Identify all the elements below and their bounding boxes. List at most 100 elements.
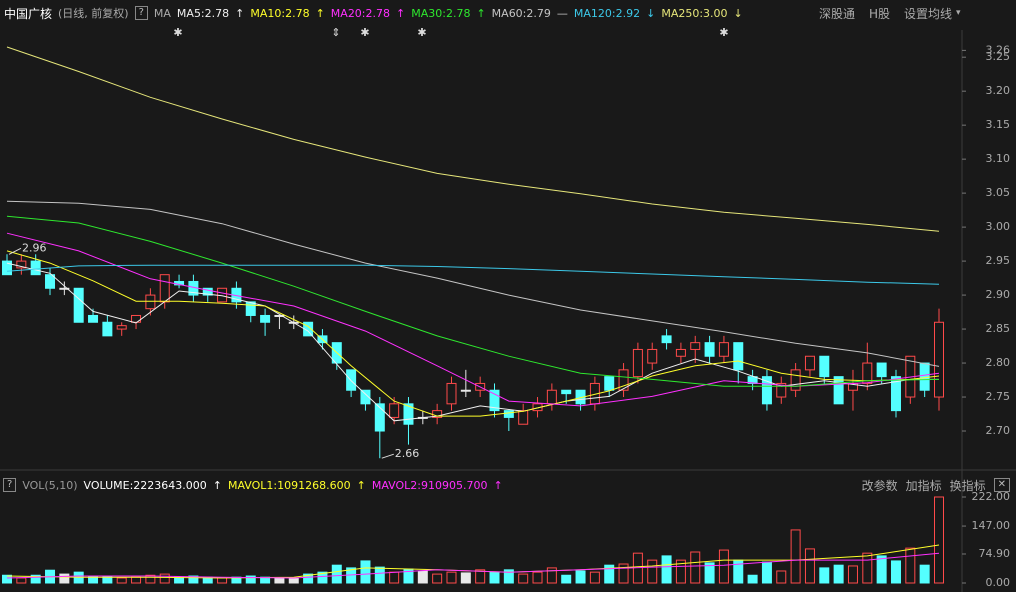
candle-body xyxy=(403,403,414,425)
menu-arrow[interactable]: ▾ xyxy=(956,8,961,18)
ma-line xyxy=(6,250,940,417)
candle-body xyxy=(503,410,514,418)
volume-bar xyxy=(274,577,285,584)
candle-body xyxy=(145,294,156,310)
legend-entry: MAVOL1:1091268.600 xyxy=(228,478,351,492)
volume-bar xyxy=(790,529,801,584)
volume-bar xyxy=(518,573,529,584)
volume-bar xyxy=(589,571,600,584)
volume-bar xyxy=(159,573,170,584)
event-marker[interactable]: ✱ xyxy=(719,26,728,39)
candle-body xyxy=(116,325,127,330)
candle-body xyxy=(245,301,256,316)
stock-name: 中国广核 xyxy=(4,6,53,21)
toolbar-button[interactable]: H股 xyxy=(868,6,890,21)
legend-entry: MAVOL2:910905.700 xyxy=(371,478,488,492)
volume-bar xyxy=(690,551,701,584)
y-tick-label: 2.85 xyxy=(986,322,1011,335)
volume-bar xyxy=(374,566,385,584)
header: 中国广核 (日线, 前复权) ? MA MA5:2.78 ↑ MA10:2.78 ↑ M… xyxy=(4,3,743,23)
volume-bar xyxy=(747,574,758,584)
volume-bar xyxy=(890,560,901,584)
legend-trend: — xyxy=(556,6,568,20)
min-pointer xyxy=(381,453,394,459)
volume-bar xyxy=(303,573,314,584)
volume-toolbar: 改参数 加指标 换指标 ✕ xyxy=(862,475,1010,495)
volume-bar xyxy=(675,559,686,584)
ma-line xyxy=(6,232,940,407)
volume-trend: ↑ xyxy=(212,478,222,492)
close-button[interactable]: ✕ xyxy=(993,478,1010,492)
candle-body xyxy=(518,410,529,425)
min-label: 2.66 xyxy=(395,447,420,460)
candle-body xyxy=(446,382,457,405)
candle-body xyxy=(260,314,271,323)
y-tick-label: 3.26 xyxy=(986,43,1011,56)
candle-body xyxy=(833,376,844,405)
volume-title: VOL(5,10) xyxy=(22,478,78,492)
candle-body xyxy=(661,335,672,344)
y-tick-label: 2.80 xyxy=(986,356,1011,369)
toolbar-button[interactable]: 换指标 xyxy=(949,478,986,493)
candle-body xyxy=(675,348,686,357)
candle-body xyxy=(2,260,12,276)
volume-bar xyxy=(145,574,156,584)
candle-body xyxy=(819,355,830,378)
volume-bar xyxy=(2,574,12,584)
volume-bar xyxy=(131,576,142,584)
toolbar-button[interactable]: 改参数 xyxy=(861,478,898,493)
candle-body xyxy=(88,314,99,323)
period: (日线, 前复权) xyxy=(58,7,129,20)
legend-entry: MA5:2.78 xyxy=(176,6,230,20)
toolbar-button[interactable]: 设置均线 xyxy=(903,6,952,21)
candle-body xyxy=(546,389,557,405)
volume-bar xyxy=(475,569,486,584)
event-marker[interactable]: ✱ xyxy=(173,26,182,39)
candle-body xyxy=(632,348,643,378)
y-tick-label: 74.90 xyxy=(979,547,1011,560)
legend-trend: ↑ xyxy=(356,478,366,492)
volume-bar xyxy=(776,570,787,584)
max-label: 2.96 xyxy=(22,241,47,254)
event-marker[interactable]: ⇕ xyxy=(331,26,340,39)
volume-bar xyxy=(317,571,328,584)
volume-bar xyxy=(360,560,371,584)
volume-bar xyxy=(188,575,199,584)
volume-bar xyxy=(245,575,256,584)
candle-body xyxy=(274,314,285,317)
candle-body xyxy=(761,376,772,405)
toolbar-button[interactable]: 加指标 xyxy=(905,478,942,493)
volume-bar xyxy=(561,574,572,584)
volume-bar xyxy=(217,577,228,584)
y-tick-label: 222.00 xyxy=(972,490,1011,503)
candle-body xyxy=(890,376,901,412)
volume-bar xyxy=(546,567,557,584)
legend-entry: MA250:3.00 xyxy=(661,6,728,20)
volume-bar xyxy=(575,570,586,584)
y-tick-label: 0.00 xyxy=(986,576,1011,589)
legend-entry: MA30:2.78 xyxy=(411,6,471,20)
candle-body xyxy=(389,403,400,418)
candle-body xyxy=(618,369,629,391)
volume-bar xyxy=(934,496,944,584)
candle-body xyxy=(647,348,658,364)
volume-bar xyxy=(919,564,930,584)
volume-bar xyxy=(804,548,815,584)
candle-body xyxy=(604,376,615,391)
ma-line xyxy=(6,215,940,387)
candle-body xyxy=(30,260,41,276)
event-marker[interactable]: ✱ xyxy=(360,26,369,39)
legend-entry: MA60:2.79 xyxy=(491,6,551,20)
y-tick-label: 2.90 xyxy=(986,288,1011,301)
legend-trend: ↑ xyxy=(315,6,325,20)
volume-bar xyxy=(30,574,41,584)
event-marker[interactable]: ✱ xyxy=(417,26,426,39)
help-button[interactable]: ? xyxy=(134,6,148,20)
volume-bar xyxy=(16,577,27,584)
legend-trend: ↑ xyxy=(476,6,486,20)
indicator-name: MA xyxy=(153,6,171,20)
toolbar-button[interactable]: 深股通 xyxy=(818,6,855,21)
volume-bar xyxy=(489,571,500,584)
help-button[interactable]: ? xyxy=(3,478,17,492)
